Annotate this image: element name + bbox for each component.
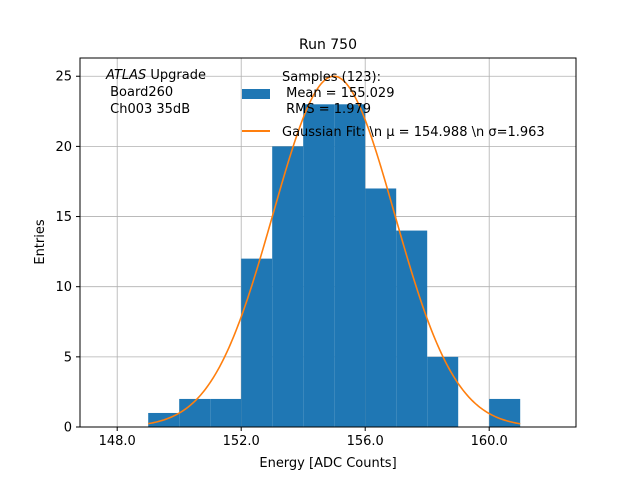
histogram-bar	[210, 398, 242, 427]
legend-histogram-line-1: Samples (123):	[282, 70, 381, 85]
y-tick-label: 25	[55, 70, 72, 85]
x-tick-label: 148.0	[99, 434, 136, 449]
chart-title: Run 750	[299, 37, 357, 53]
annotation-upgrade: Upgrade	[146, 68, 206, 83]
y-tick-label: 5	[64, 350, 72, 365]
y-tick-label: 15	[55, 210, 72, 225]
histogram-bar	[334, 104, 366, 427]
x-axis-label: Energy [ADC Counts]	[259, 456, 396, 471]
axis-ticks: 148.0 152.0 156.0 160.0 0 5 10 15 20 25	[55, 70, 507, 449]
y-axis-label: Entries	[33, 219, 48, 265]
y-tick-label: 20	[55, 140, 72, 155]
annotation-line-3: Ch003 35dB	[106, 102, 190, 117]
legend-histogram-line-2: Mean = 155.029	[282, 86, 394, 101]
legend-fit-label: Gaussian Fit: \n μ = 154.988 \n σ=1.963	[282, 125, 545, 140]
histogram-bar	[365, 188, 397, 427]
histogram-bar	[303, 104, 335, 427]
fit-curve-layer	[148, 75, 521, 425]
y-tick-label: 0	[64, 421, 72, 436]
histogram-bars	[148, 104, 521, 427]
annotation-atlas: ATLAS	[105, 68, 146, 83]
plot-frame	[79, 57, 577, 428]
gaussian-fit-line	[148, 75, 521, 425]
x-tick-label: 156.0	[347, 434, 384, 449]
histogram-bar	[179, 398, 211, 427]
legend-swatch-histogram	[242, 89, 270, 99]
histogram-bar	[272, 146, 304, 427]
histogram-bar	[241, 258, 273, 427]
histogram-bar	[427, 356, 459, 427]
y-tick-label: 10	[55, 280, 72, 295]
legend: Samples (123): Mean = 155.029 RMS = 1.97…	[242, 70, 545, 140]
x-tick-label: 160.0	[471, 434, 508, 449]
legend-histogram-line-3: RMS = 1.979	[282, 102, 371, 117]
annotation-line-2: Board260	[106, 85, 173, 100]
annotation-box: ATLAS Upgrade Board260 Ch003 35dB	[105, 68, 206, 117]
x-tick-label: 152.0	[223, 434, 260, 449]
histogram-bar	[396, 230, 428, 427]
annotation-line-1: ATLAS Upgrade	[105, 68, 206, 83]
